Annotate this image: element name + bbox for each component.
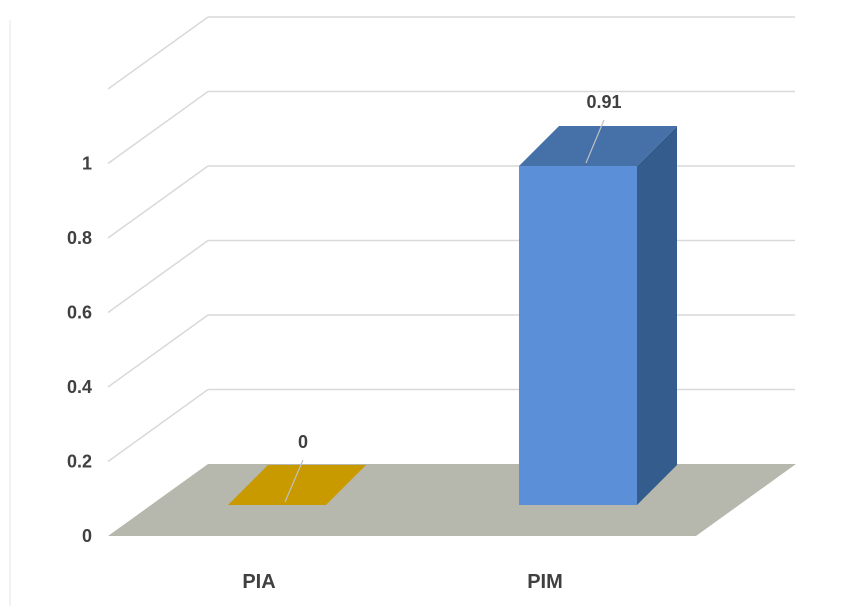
x-category-label-pia: PIA [242,571,275,593]
grid-line-side [107,90,209,165]
bars [228,119,677,506]
bar-pim [519,119,677,506]
y-tick-label: 0 [82,526,92,546]
y-tick-label: 1 [82,154,92,174]
leader-line [284,459,304,503]
y-tick-label: 0.2 [67,452,92,472]
bar-top [228,465,366,505]
y-tick-label: 0.4 [67,377,92,397]
chart-floor [108,464,796,536]
grid-line-side [107,388,209,463]
data-label-pia: 0 [298,432,308,452]
x-axis-categories: PIA PIM [242,571,562,593]
back-grid [107,16,795,463]
bar-top [519,126,677,167]
grid-line-side [107,16,209,90]
leader-line [585,119,605,164]
bar-front [519,166,637,505]
bar-pia [228,459,366,505]
y-axis-ticks: 0 0.2 0.4 0.6 0.8 1 [67,154,92,547]
grid-line-side [107,239,209,314]
data-labels: 0 0.91 [298,92,622,452]
grid-line-side [107,165,209,239]
y-tick-label: 0.8 [67,228,92,248]
data-label-pim: 0.91 [586,92,621,112]
bar-side [637,126,677,506]
y-tick-label: 0.6 [67,303,92,323]
x-category-label-pim: PIM [527,571,563,593]
grid-line-side [107,314,209,388]
